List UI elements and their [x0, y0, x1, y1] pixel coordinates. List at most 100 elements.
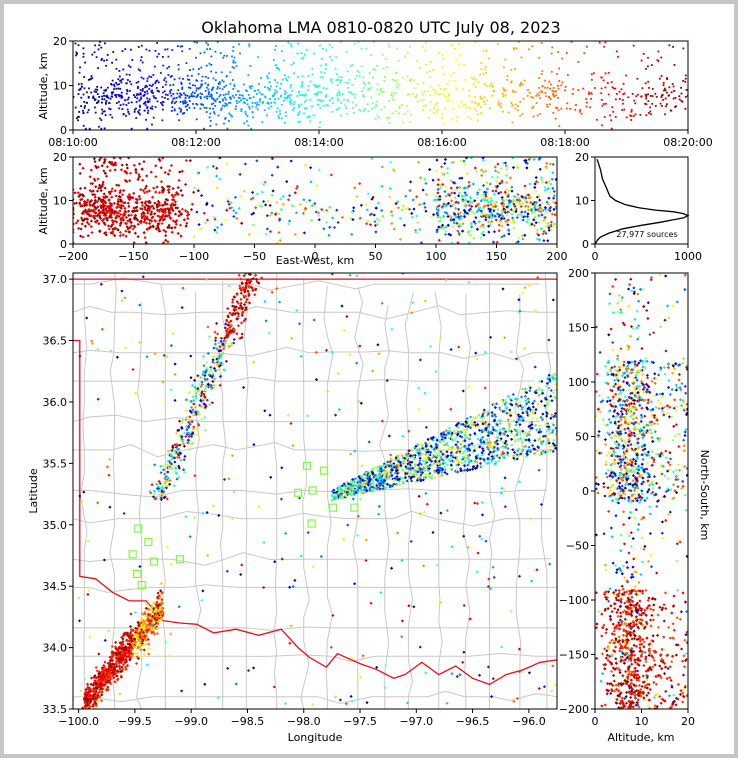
time-altitude-point	[76, 52, 78, 55]
east-west-point	[505, 213, 509, 217]
east-west-point	[235, 216, 239, 220]
east-west-point	[325, 208, 329, 212]
east-west-point	[159, 180, 164, 184]
east-west-point	[520, 210, 524, 214]
time-altitude-point	[109, 97, 112, 100]
east-west-point	[317, 218, 321, 222]
time-altitude-point	[277, 67, 279, 70]
east-west-point	[171, 195, 176, 199]
time-altitude-point	[338, 94, 341, 96]
map-point	[512, 450, 517, 454]
time-axis-tick-label: 08:20:00	[663, 136, 712, 149]
time-altitude-point	[84, 105, 86, 107]
map-point	[503, 402, 507, 406]
time-altitude-point	[610, 127, 613, 130]
time-altitude-point	[203, 96, 206, 99]
east-west-xaxis-tick-label: −50	[243, 250, 266, 263]
time-altitude-point	[190, 95, 193, 97]
map-point	[454, 436, 458, 440]
time-altitude-point	[247, 74, 250, 77]
time-altitude-point	[450, 74, 452, 77]
map-point	[332, 495, 336, 499]
map-point	[472, 465, 476, 469]
time-altitude-point	[133, 111, 136, 113]
east-west-point	[115, 220, 119, 224]
east-west-point	[293, 191, 297, 195]
time-altitude-point	[276, 90, 278, 93]
map-point	[410, 456, 414, 460]
map-point	[544, 384, 548, 388]
map-point	[492, 442, 496, 446]
time-altitude-point	[330, 78, 333, 81]
east-west-point	[141, 188, 145, 193]
east-west-point	[497, 215, 501, 219]
time-altitude-point	[147, 109, 150, 112]
east-west-point	[136, 222, 140, 226]
time-altitude-point	[115, 87, 118, 90]
map-point	[432, 452, 436, 457]
time-altitude-point	[557, 87, 560, 90]
time-altitude-point	[228, 120, 230, 122]
east-west-point	[499, 167, 503, 171]
map-point	[439, 450, 443, 454]
time-altitude-point	[354, 77, 357, 80]
time-altitude-point	[461, 88, 464, 91]
east-west-point	[85, 220, 89, 225]
map-point	[376, 465, 381, 469]
map-point	[439, 432, 443, 436]
east-west-point	[417, 160, 421, 164]
east-west-point	[143, 186, 147, 191]
time-altitude-point	[145, 48, 148, 51]
time-altitude-point	[480, 112, 483, 114]
time-altitude-point	[181, 112, 184, 115]
time-altitude-point	[622, 102, 624, 105]
time-altitude-point	[351, 83, 354, 86]
time-altitude-point	[151, 105, 154, 108]
map-point	[446, 429, 450, 433]
time-altitude-point	[319, 107, 322, 109]
time-altitude-point	[220, 71, 223, 74]
map-point	[473, 459, 477, 463]
east-west-point	[504, 164, 508, 168]
time-altitude-point	[540, 73, 543, 75]
time-altitude-point	[184, 97, 187, 99]
time-altitude-point	[441, 112, 444, 115]
map-point	[524, 396, 528, 400]
east-west-point	[144, 203, 148, 207]
county-line	[273, 273, 278, 709]
map-point	[386, 460, 390, 464]
time-altitude-point	[301, 75, 304, 78]
east-west-point	[547, 179, 551, 183]
time-altitude-point	[180, 83, 183, 85]
time-altitude-point	[340, 79, 343, 82]
time-altitude-point	[325, 103, 328, 106]
time-altitude-point	[437, 108, 439, 111]
east-west-point	[390, 221, 394, 226]
time-altitude-point	[368, 82, 370, 85]
time-altitude-point	[614, 87, 617, 90]
time-altitude-point	[201, 93, 203, 96]
time-altitude-point	[432, 89, 435, 91]
time-altitude-point	[299, 120, 301, 123]
time-altitude-point	[442, 58, 445, 60]
county-line	[195, 291, 202, 709]
map-point	[443, 465, 447, 469]
map-point	[410, 460, 414, 464]
east-west-point	[516, 192, 520, 197]
time-altitude-point	[368, 72, 371, 75]
east-west-point	[224, 218, 228, 222]
time-altitude-point	[473, 101, 476, 103]
time-altitude-point	[273, 93, 276, 95]
map-point	[419, 467, 423, 471]
map-point	[394, 483, 399, 487]
time-altitude-point	[636, 77, 639, 80]
map-point	[378, 476, 382, 480]
map-point	[522, 432, 526, 436]
time-altitude-point	[372, 68, 375, 70]
map-point	[431, 473, 435, 478]
map-point	[519, 430, 523, 434]
east-west-point	[442, 202, 446, 206]
east-west-point	[437, 208, 441, 212]
time-altitude-point	[157, 81, 160, 84]
east-west-point	[404, 194, 408, 198]
